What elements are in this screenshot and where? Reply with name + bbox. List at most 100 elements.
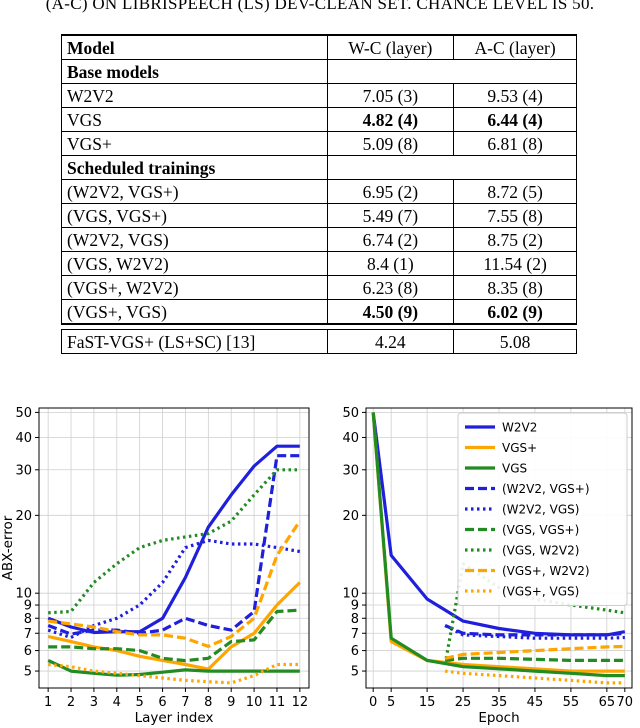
series-line-5	[48, 608, 300, 663]
y-axis-label: ABX-error	[0, 515, 16, 580]
table-row: VGS+ 5.09 (8) 6.81 (8)	[61, 131, 577, 156]
legend-label: VGS+	[502, 441, 537, 455]
header-ac: A-C (layer)	[453, 34, 577, 60]
y-tick-label: 40	[342, 431, 359, 446]
reference-row: FaST-VGS+ (LS+SC) [13] 4.24 5.08	[61, 329, 577, 354]
x-tick-label: 15	[419, 695, 436, 710]
wc-cell: 5.49 (7)	[326, 203, 455, 228]
y-tick-label: 50	[342, 406, 359, 421]
wc-cell: 7.05 (3)	[326, 83, 455, 108]
y-tick-label: 30	[342, 463, 359, 478]
ac-cell: 7.55 (8)	[453, 203, 577, 228]
section-row: Scheduled trainings	[61, 155, 578, 180]
y-tick-label: 50	[15, 406, 32, 421]
model-cell: VGS+	[61, 131, 328, 156]
x-tick-label: 12	[292, 695, 309, 710]
legend-label: (W2V2, VGS)	[502, 503, 579, 517]
table-row: W2V2 7.05 (3) 9.53 (4)	[61, 83, 577, 108]
x-tick-label: 65	[599, 695, 616, 710]
section-row: Base models	[61, 59, 578, 84]
table-row: (VGS, W2V2) 8.4 (1) 11.54 (2)	[61, 251, 577, 276]
x-tick-label: 25	[455, 695, 472, 710]
x-tick-label: 5	[387, 695, 395, 710]
model-cell: (VGS, VGS+)	[61, 203, 328, 228]
legend-label: VGS	[502, 462, 527, 476]
y-tick-label: 8	[24, 612, 32, 627]
x-tick-label: 6	[158, 695, 166, 710]
y-tick-label: 6	[24, 644, 32, 659]
table-caption: (A-C) ON LIBRISPEECH (LS) DEV-CLEAN SET.…	[45, 0, 595, 13]
model-cell: (W2V2, VGS+)	[61, 179, 328, 204]
header-model: Model	[61, 34, 328, 60]
y-tick-label: 20	[342, 509, 359, 524]
x-tick-label: 11	[269, 695, 286, 710]
series-line-4	[444, 624, 625, 640]
wc-cell: 6.74 (2)	[326, 227, 455, 252]
y-tick-label: 10	[15, 587, 32, 602]
series-line-2	[47, 658, 300, 677]
ac-cell: 9.53 (4)	[453, 83, 577, 108]
y-tick-label: 8	[351, 612, 359, 627]
model-cell: (VGS, W2V2)	[61, 251, 328, 276]
series-line-2	[371, 412, 625, 678]
wc-cell: 5.09 (8)	[326, 131, 455, 156]
legend-box	[457, 412, 628, 606]
x-tick-label: 35	[491, 695, 508, 710]
model-cell: (VGS+, W2V2)	[61, 275, 328, 300]
x-tick-label: 5	[136, 695, 144, 710]
x-tick-label: 8	[204, 695, 212, 710]
y-tick-label: 10	[342, 587, 359, 602]
results-table: Model W-C (layer) A-C (layer) Base models W2…	[61, 34, 578, 354]
ac-cell: 8.75 (2)	[453, 227, 577, 252]
wc-cell: 4.50 (9)	[326, 299, 455, 325]
table-row: VGS 4.82 (4) 6.44 (4)	[61, 107, 577, 132]
y-tick-label: 9	[24, 599, 32, 614]
x-tick-label: 4	[113, 695, 121, 710]
series-line-5	[444, 656, 625, 662]
series-line-1	[371, 412, 625, 673]
ac-cell: 6.81 (8)	[453, 131, 577, 156]
x-axis-label: Layer index	[135, 710, 214, 726]
legend-label: (W2V2, VGS+)	[502, 482, 590, 496]
x-tick-label: 7	[181, 695, 189, 710]
y-tick-label: 5	[24, 665, 32, 680]
y-tick-label: 9	[351, 599, 359, 614]
ac-cell: 8.72 (5)	[453, 179, 577, 204]
model-cell: W2V2	[61, 83, 328, 108]
ac-cell: 5.08	[453, 329, 577, 354]
model-cell: (VGS+, VGS)	[61, 299, 328, 325]
y-tick-label: 7	[351, 627, 359, 642]
model-cell: VGS	[61, 107, 328, 132]
legend-label: (VGS, W2V2)	[502, 544, 579, 558]
y-tick-label: 5	[351, 665, 359, 680]
section-empty	[326, 59, 578, 84]
x-tick-label: 2	[67, 695, 75, 710]
legend-label: (VGS+, VGS)	[502, 585, 579, 599]
wc-cell: 6.23 (8)	[326, 275, 455, 300]
wc-cell: 4.24	[326, 329, 455, 354]
x-tick-label: 70	[617, 695, 634, 710]
x-tick-label: 45	[527, 695, 544, 710]
x-tick-label: 10	[246, 695, 263, 710]
y-tick-label: 40	[15, 431, 32, 446]
model-cell: FaST-VGS+ (LS+SC) [13]	[61, 329, 328, 354]
series-line-8	[48, 662, 300, 685]
series-line-8	[444, 669, 625, 685]
header-wc: W-C (layer)	[326, 34, 455, 60]
legend-label: (VGS, VGS+)	[502, 523, 579, 537]
ac-cell: 11.54 (2)	[453, 251, 577, 276]
table-row: (VGS, VGS+) 5.49 (7) 7.55 (8)	[61, 203, 577, 228]
table-row: (W2V2, VGS) 6.74 (2) 8.75 (2)	[61, 227, 577, 252]
table-header-row: Model W-C (layer) A-C (layer)	[61, 34, 577, 60]
x-tick-label: 9	[227, 695, 235, 710]
y-tick-label: 6	[351, 644, 359, 659]
x-tick-label: 55	[563, 695, 580, 710]
ac-cell: 6.02 (9)	[453, 299, 577, 325]
x-tick-label: 0	[369, 695, 377, 710]
series-line-6	[48, 468, 300, 615]
wc-cell: 8.4 (1)	[326, 251, 455, 276]
y-tick-label: 20	[15, 509, 32, 524]
wc-cell: 6.95 (2)	[326, 179, 455, 204]
table-row: (W2V2, VGS+) 6.95 (2) 8.72 (5)	[61, 179, 577, 204]
